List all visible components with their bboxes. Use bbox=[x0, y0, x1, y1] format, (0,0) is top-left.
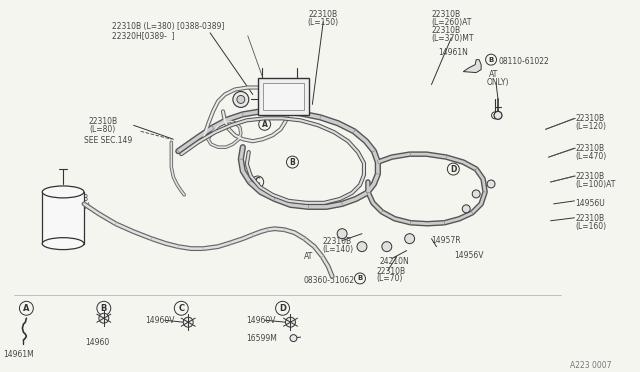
Text: C: C bbox=[178, 304, 184, 313]
Text: B: B bbox=[357, 275, 363, 282]
Text: 22310B: 22310B bbox=[575, 144, 605, 153]
Bar bbox=[42, 192, 84, 244]
Text: 22310B: 22310B bbox=[431, 10, 461, 19]
Text: A: A bbox=[23, 304, 29, 313]
Text: (L=80): (L=80) bbox=[89, 125, 115, 134]
Text: 22310B (L=380) [0388-0389]: 22310B (L=380) [0388-0389] bbox=[112, 22, 224, 31]
Circle shape bbox=[337, 229, 347, 239]
Text: 14961M: 14961M bbox=[3, 350, 34, 359]
Ellipse shape bbox=[42, 238, 84, 250]
Circle shape bbox=[472, 190, 480, 198]
Text: 14957R: 14957R bbox=[431, 236, 461, 245]
Bar bbox=[262, 83, 305, 110]
Text: 14961N: 14961N bbox=[438, 48, 468, 57]
Text: (L=800): (L=800) bbox=[59, 202, 90, 211]
Text: AT: AT bbox=[489, 70, 499, 78]
Text: SEE SEC.149: SEE SEC.149 bbox=[84, 136, 132, 145]
Text: (L=70): (L=70) bbox=[377, 275, 403, 283]
Bar bbox=[258, 78, 309, 115]
Circle shape bbox=[237, 96, 245, 103]
Text: A: A bbox=[262, 120, 268, 129]
Circle shape bbox=[404, 234, 415, 244]
Text: 22310B: 22310B bbox=[377, 266, 406, 276]
Circle shape bbox=[290, 335, 297, 341]
Text: 22310B: 22310B bbox=[575, 214, 605, 223]
Text: 22310B: 22310B bbox=[59, 194, 88, 203]
Circle shape bbox=[285, 317, 296, 327]
Circle shape bbox=[487, 180, 495, 188]
Text: D: D bbox=[450, 164, 456, 174]
Text: (L=150): (L=150) bbox=[308, 18, 339, 27]
Text: (L=160): (L=160) bbox=[575, 222, 607, 231]
Text: 22310B: 22310B bbox=[575, 114, 605, 124]
Text: 22310B: 22310B bbox=[89, 117, 118, 126]
Text: (L=470): (L=470) bbox=[575, 152, 607, 161]
Text: C: C bbox=[255, 177, 260, 186]
Circle shape bbox=[382, 242, 392, 251]
Circle shape bbox=[462, 205, 470, 213]
Text: 22310B: 22310B bbox=[575, 172, 605, 181]
Text: 14960V: 14960V bbox=[145, 316, 175, 325]
Text: ONLY): ONLY) bbox=[487, 78, 509, 87]
Circle shape bbox=[357, 242, 367, 251]
Text: B: B bbox=[289, 158, 295, 167]
Circle shape bbox=[183, 317, 193, 327]
Circle shape bbox=[99, 313, 109, 323]
Text: 14956V: 14956V bbox=[454, 251, 484, 260]
Text: (L=260)AT: (L=260)AT bbox=[431, 18, 472, 27]
Text: AT: AT bbox=[305, 251, 314, 261]
Circle shape bbox=[494, 111, 502, 119]
Text: 22310B: 22310B bbox=[431, 26, 461, 35]
Text: (L=140): (L=140) bbox=[323, 245, 353, 254]
Polygon shape bbox=[463, 60, 481, 73]
Ellipse shape bbox=[42, 186, 84, 198]
Text: (L=100)AT: (L=100)AT bbox=[575, 180, 616, 189]
Text: 22310B: 22310B bbox=[308, 10, 338, 19]
Text: 22310B: 22310B bbox=[323, 237, 351, 246]
Text: 24210N: 24210N bbox=[380, 257, 410, 266]
Text: B: B bbox=[100, 304, 107, 313]
Text: 08360-51062: 08360-51062 bbox=[303, 276, 355, 285]
Text: (L=370)MT: (L=370)MT bbox=[431, 34, 474, 43]
Text: 14960V: 14960V bbox=[246, 316, 275, 325]
Text: 22320H[0389-  ]: 22320H[0389- ] bbox=[112, 31, 174, 40]
Text: (L=120): (L=120) bbox=[575, 122, 607, 131]
Text: B: B bbox=[488, 57, 493, 62]
Circle shape bbox=[233, 92, 249, 108]
Text: 14960: 14960 bbox=[84, 338, 109, 347]
Text: 14956U: 14956U bbox=[575, 199, 605, 208]
Text: A223 0007: A223 0007 bbox=[570, 361, 612, 370]
Text: 16599M: 16599M bbox=[246, 334, 276, 343]
Text: D: D bbox=[279, 304, 286, 313]
Text: 08110-61022: 08110-61022 bbox=[498, 57, 548, 66]
